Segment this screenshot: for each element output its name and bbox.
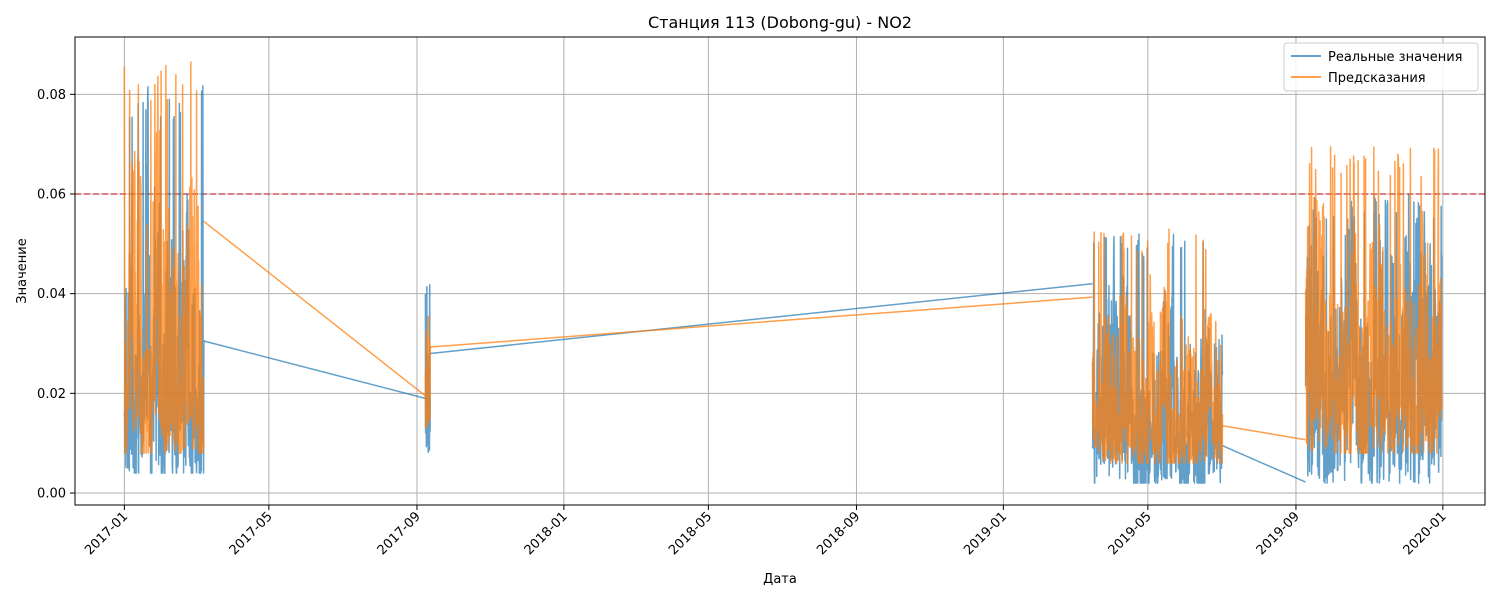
chart-title: Станция 113 (Dobong-gu) - NO2 <box>648 13 912 32</box>
gap-connector <box>1222 425 1306 441</box>
legend: Реальные значения Предсказания <box>1283 42 1479 92</box>
y-axis: 0.00 0.02 0.04 0.06 0.08 <box>37 88 75 502</box>
y-tick-label: 0.06 <box>37 187 66 202</box>
gap-connector <box>203 340 426 400</box>
y-tick-label: 0.02 <box>37 387 66 402</box>
series-segment <box>1091 228 1224 464</box>
y-axis-title: Значение <box>15 238 30 303</box>
y-tick-label: 0.00 <box>37 487 66 502</box>
legend-label-predicted: Предсказания <box>1328 71 1426 86</box>
series-segment <box>1091 233 1224 484</box>
plot-frame <box>74 36 1486 506</box>
x-axis-title: Дата <box>763 572 797 587</box>
gap-connector <box>203 220 426 397</box>
y-tick-label: 0.08 <box>37 88 66 103</box>
series-predicted <box>123 61 1443 464</box>
legend-label-real: Реальные значения <box>1328 50 1463 65</box>
gap-connector <box>1222 445 1306 483</box>
series-layer <box>123 61 1443 484</box>
series-segment <box>1304 145 1443 454</box>
y-tick-label: 0.04 <box>37 287 66 302</box>
series-segment <box>123 61 205 454</box>
gap-connector <box>430 282 1093 355</box>
series-segment <box>424 315 431 429</box>
gap-connector <box>430 296 1093 348</box>
legend-frame <box>1283 42 1479 92</box>
